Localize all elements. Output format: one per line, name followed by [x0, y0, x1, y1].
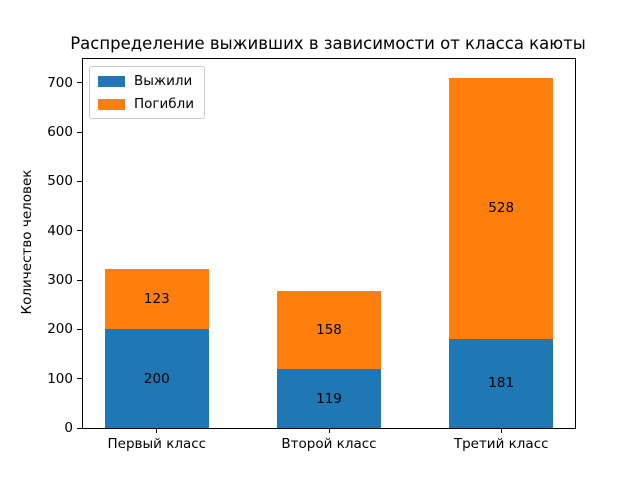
bar-segment-Погибли	[277, 291, 381, 370]
bar-value-label: 200	[143, 370, 170, 387]
y-tick-mark	[77, 427, 82, 429]
y-tick-mark	[77, 131, 82, 133]
bar-value-label: 528	[488, 200, 515, 217]
bar-value-label: 123	[143, 290, 170, 307]
legend-label: Погибли	[134, 96, 195, 112]
y-tick-label: 0	[64, 420, 73, 436]
y-tick-label: 600	[47, 124, 73, 140]
legend-label: Выжили	[134, 73, 193, 89]
y-tick-mark	[77, 378, 82, 380]
bar-value-label: 181	[488, 375, 515, 392]
x-tick-label: Третий класс	[453, 436, 549, 452]
y-tick-label: 200	[47, 321, 73, 338]
x-tick-mark	[328, 429, 330, 433]
y-tick-label: 700	[47, 74, 73, 91]
bar-segment-Погибли	[104, 268, 209, 330]
y-tick-mark	[77, 230, 82, 232]
y-tick-label: 500	[47, 173, 73, 190]
x-tick-label: Первый класс	[107, 436, 207, 452]
chart-title: Распределение выживших в зависимости от …	[70, 34, 586, 53]
bar-value-label: 158	[316, 322, 342, 339]
y-tick-mark	[77, 180, 82, 182]
legend: Выжили Погибли	[89, 66, 206, 119]
legend-swatch	[98, 98, 125, 110]
bar-value-label: 119	[316, 390, 342, 407]
y-tick-mark	[77, 328, 82, 330]
bar-segment-Выжили	[277, 369, 381, 428]
x-tick-label: Второй класс	[281, 436, 377, 452]
x-tick-mark	[500, 429, 502, 433]
legend-item: Погибли	[98, 96, 194, 112]
bar-segment-Выжили	[104, 329, 209, 428]
plot-area: Выжили Погибли 0 100 200 300 400 500 600 700 Перв…	[47, 58, 576, 452]
bar-segment-Выжили	[449, 338, 554, 428]
y-axis-title: Количество человек	[19, 169, 35, 315]
y-tick-label: 300	[47, 272, 73, 288]
y-tick-label: 400	[47, 222, 73, 239]
y-tick-label: 100	[47, 370, 73, 387]
bar-segment-Погибли	[449, 78, 554, 339]
legend-item: Выжили	[98, 73, 194, 89]
x-tick-mark	[156, 429, 158, 433]
legend-swatch	[98, 75, 125, 87]
y-tick-mark	[77, 82, 82, 84]
y-tick-mark	[77, 279, 82, 281]
